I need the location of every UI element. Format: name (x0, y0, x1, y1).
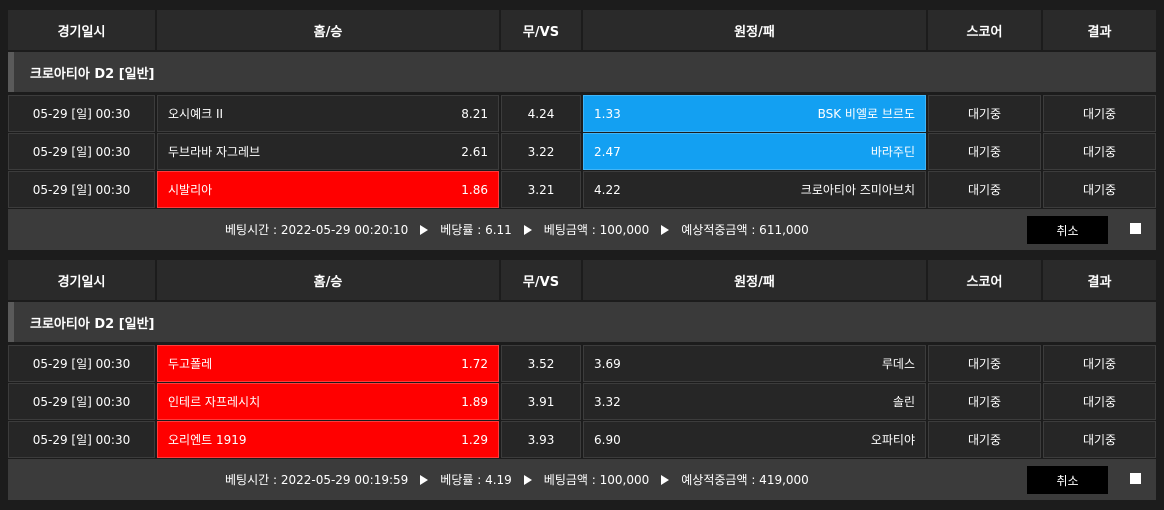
select-checkbox[interactable] (1130, 473, 1141, 484)
summary-item: 베팅금액 : 100,000 (543, 473, 650, 487)
arrow-icon (661, 474, 670, 485)
match-time: 05-29 [일] 00:30 (8, 171, 155, 208)
score: 대기중 (928, 383, 1041, 420)
summary-item: 베당률 : 4.19 (440, 473, 512, 487)
summary-item: 예상적중금액 : 419,000 (681, 473, 809, 487)
away-team: 솔린 (892, 395, 915, 409)
summary-item: 베팅시간 : 2022-05-29 00:20:10 (225, 223, 409, 237)
away-odds: 1.33 (594, 106, 621, 121)
away-odds: 3.32 (594, 394, 621, 409)
home-cell[interactable]: 오리엔트 1919 1.29 (157, 421, 499, 458)
draw-odds[interactable]: 3.22 (501, 133, 581, 170)
arrow-icon (523, 474, 532, 485)
home-odds: 1.89 (461, 394, 488, 409)
summary-text: 베팅시간 : 2022-05-29 00:20:10 베당률 : 6.11 베팅금액… (225, 209, 809, 250)
score: 대기중 (928, 171, 1041, 208)
bet-summary: 베팅시간 : 2022-05-29 00:19:59 베당률 : 4.19 베팅금액… (8, 459, 1156, 500)
result: 대기중 (1043, 171, 1156, 208)
score: 대기중 (928, 421, 1041, 458)
column-header: 홈/승 (157, 260, 499, 300)
column-header: 원정/패 (583, 10, 926, 50)
summary-item: 베팅금액 : 100,000 (543, 223, 650, 237)
bet-block: 경기일시 홈/승 무/VS 원정/패 스코어 결과 크로아티아 D2 [일반] 05-29 [… (8, 260, 1156, 500)
league-title: 크로아티아 D2 [일반] (8, 52, 1156, 92)
away-cell[interactable]: 4.22 크로아티아 즈미아브치 (583, 171, 926, 208)
home-team: 시발리아 (168, 183, 213, 197)
away-odds: 3.69 (594, 356, 621, 371)
summary-text: 베팅시간 : 2022-05-29 00:19:59 베당률 : 4.19 베팅금액… (225, 459, 809, 500)
result: 대기중 (1043, 383, 1156, 420)
bet-summary: 베팅시간 : 2022-05-29 00:20:10 베당률 : 6.11 베팅금액… (8, 209, 1156, 250)
column-header: 경기일시 (8, 260, 155, 300)
arrow-icon (420, 224, 429, 235)
score: 대기중 (928, 133, 1041, 170)
match-time: 05-29 [일] 00:30 (8, 383, 155, 420)
cancel-button[interactable]: 취소 (1027, 216, 1108, 244)
away-odds: 2.47 (594, 144, 621, 159)
away-team: 바라주딘 (870, 145, 915, 159)
draw-odds[interactable]: 4.24 (501, 95, 581, 132)
score: 대기중 (928, 95, 1041, 132)
away-cell[interactable]: 1.33 BSK 비엘로 브르도 (583, 95, 926, 132)
away-cell[interactable]: 3.69 루데스 (583, 345, 926, 382)
home-team: 두브라바 자그레브 (168, 145, 261, 159)
away-team: BSK 비엘로 브르도 (817, 107, 915, 121)
away-team: 루데스 (881, 357, 915, 371)
arrow-icon (523, 224, 532, 235)
summary-item: 예상적중금액 : 611,000 (681, 223, 809, 237)
away-odds: 6.90 (594, 432, 621, 447)
away-team: 크로아티아 즈미아브치 (800, 183, 915, 197)
summary-item: 베당률 : 6.11 (440, 223, 512, 237)
result: 대기중 (1043, 421, 1156, 458)
home-cell[interactable]: 두고폴레 1.72 (157, 345, 499, 382)
column-header: 스코어 (928, 260, 1041, 300)
home-odds: 2.61 (461, 144, 488, 159)
draw-odds[interactable]: 3.91 (501, 383, 581, 420)
column-header: 경기일시 (8, 10, 155, 50)
column-header: 스코어 (928, 10, 1041, 50)
home-odds: 1.86 (461, 182, 488, 197)
home-cell[interactable]: 오시예크 II 8.21 (157, 95, 499, 132)
home-odds: 8.21 (461, 106, 488, 121)
home-odds: 1.29 (461, 432, 488, 447)
score: 대기중 (928, 345, 1041, 382)
home-odds: 1.72 (461, 356, 488, 371)
away-cell[interactable]: 2.47 바라주딘 (583, 133, 926, 170)
match-time: 05-29 [일] 00:30 (8, 345, 155, 382)
column-header: 무/VS (501, 10, 581, 50)
draw-odds[interactable]: 3.52 (501, 345, 581, 382)
league-title: 크로아티아 D2 [일반] (8, 302, 1156, 342)
summary-item: 베팅시간 : 2022-05-29 00:19:59 (225, 473, 409, 487)
home-team: 오시예크 II (168, 107, 224, 121)
home-cell[interactable]: 두브라바 자그레브 2.61 (157, 133, 499, 170)
match-time: 05-29 [일] 00:30 (8, 95, 155, 132)
away-cell[interactable]: 3.32 솔린 (583, 383, 926, 420)
column-header: 무/VS (501, 260, 581, 300)
draw-odds[interactable]: 3.93 (501, 421, 581, 458)
result: 대기중 (1043, 345, 1156, 382)
home-team: 인테르 자프레시치 (168, 395, 261, 409)
arrow-icon (661, 224, 670, 235)
result: 대기중 (1043, 95, 1156, 132)
home-cell[interactable]: 시발리아 1.86 (157, 171, 499, 208)
match-time: 05-29 [일] 00:30 (8, 421, 155, 458)
home-team: 오리엔트 1919 (168, 433, 247, 447)
cancel-button[interactable]: 취소 (1027, 466, 1108, 494)
arrow-icon (420, 474, 429, 485)
result: 대기중 (1043, 133, 1156, 170)
draw-odds[interactable]: 3.21 (501, 171, 581, 208)
home-cell[interactable]: 인테르 자프레시치 1.89 (157, 383, 499, 420)
column-header: 결과 (1043, 260, 1156, 300)
bet-block: 경기일시 홈/승 무/VS 원정/패 스코어 결과 크로아티아 D2 [일반] 05-29 [… (8, 10, 1156, 250)
select-checkbox[interactable] (1130, 223, 1141, 234)
column-header: 원정/패 (583, 260, 926, 300)
column-header: 홈/승 (157, 10, 499, 50)
away-cell[interactable]: 6.90 오파티야 (583, 421, 926, 458)
column-header: 결과 (1043, 10, 1156, 50)
match-time: 05-29 [일] 00:30 (8, 133, 155, 170)
away-odds: 4.22 (594, 182, 621, 197)
away-team: 오파티야 (870, 433, 915, 447)
home-team: 두고폴레 (168, 357, 213, 371)
